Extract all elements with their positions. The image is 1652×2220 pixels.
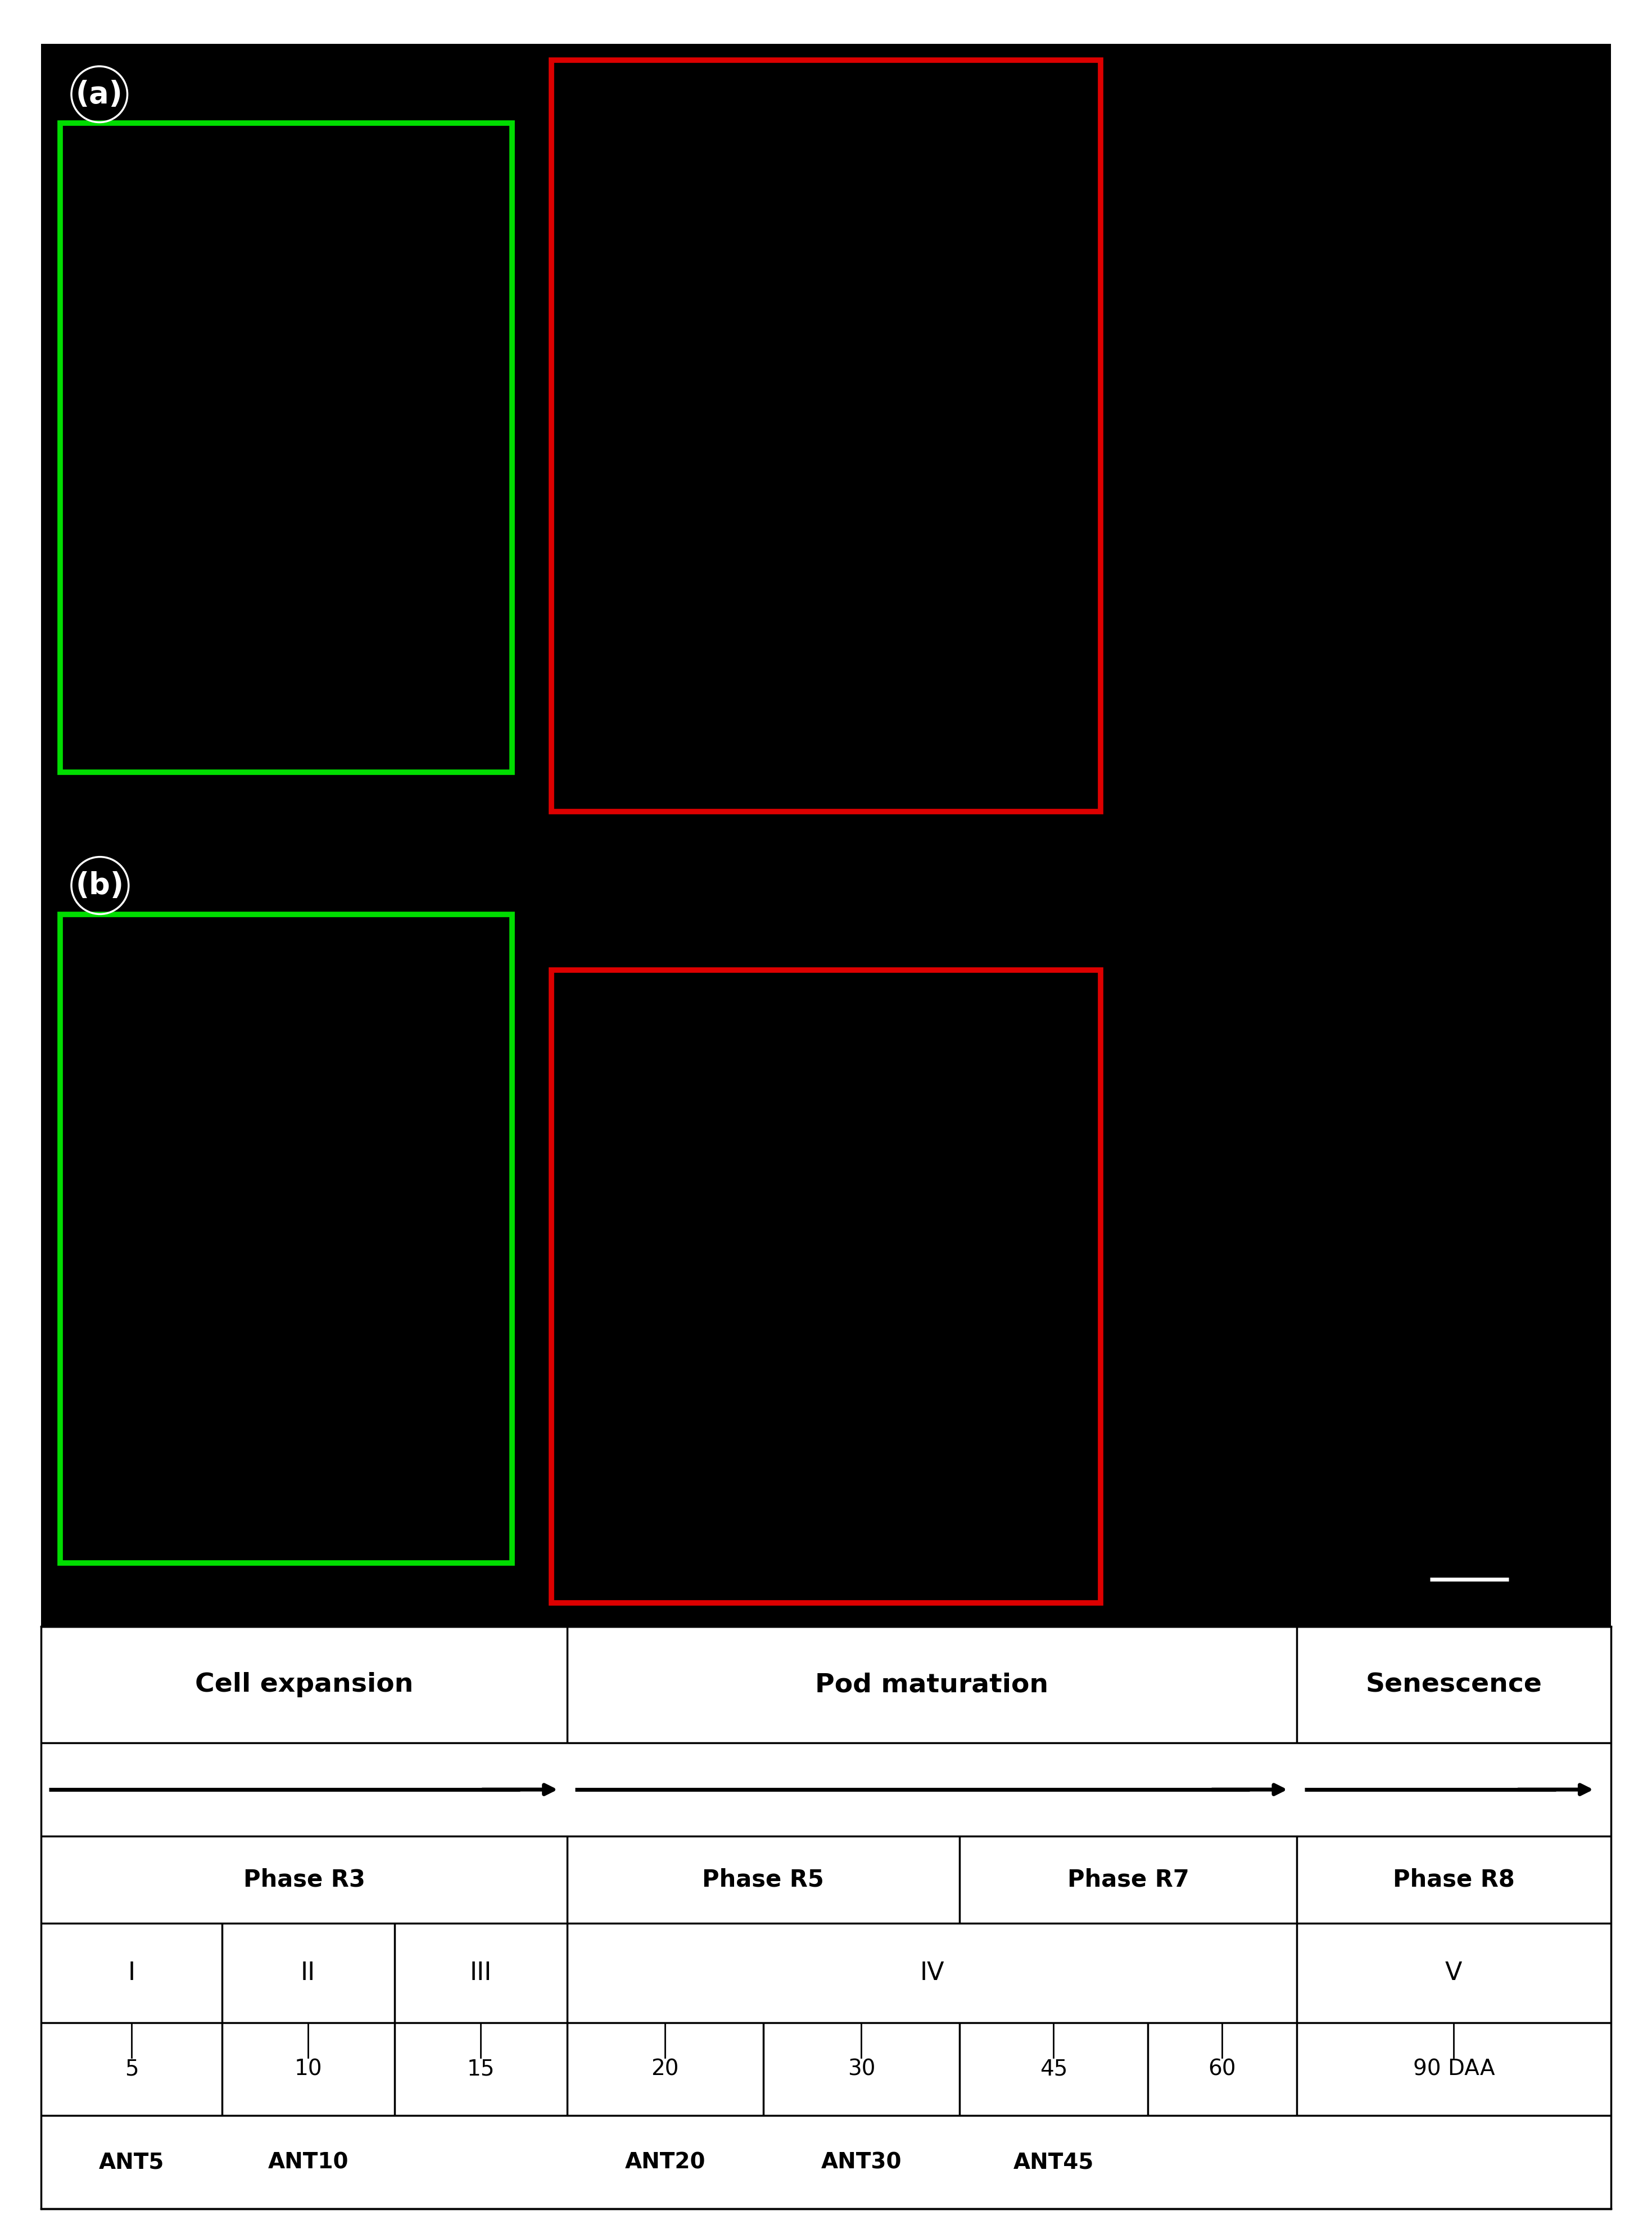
Text: Phase R3: Phase R3 (243, 1867, 365, 1891)
Text: (a): (a) (76, 80, 122, 109)
Text: 30: 30 (847, 2058, 876, 2080)
Text: (b): (b) (76, 870, 124, 899)
Text: Phase R8: Phase R8 (1393, 1867, 1515, 1891)
Text: IV: IV (920, 1960, 945, 1985)
Text: ANT10: ANT10 (268, 2151, 349, 2173)
Bar (552, 60, 1100, 813)
Text: II: II (301, 1960, 316, 1985)
Text: III: III (469, 1960, 492, 1985)
Text: Phase R5: Phase R5 (702, 1867, 824, 1891)
Text: ANT45: ANT45 (1013, 2151, 1094, 2173)
Text: Senescence: Senescence (1366, 1672, 1541, 1698)
Text: 5: 5 (124, 2058, 139, 2080)
Text: Cell expansion: Cell expansion (195, 1672, 413, 1698)
Text: 90 DAA: 90 DAA (1412, 2058, 1495, 2080)
Text: ANT20: ANT20 (624, 2151, 705, 2173)
Text: Pod maturation: Pod maturation (816, 1672, 1049, 1698)
Text: 60: 60 (1208, 2058, 1236, 2080)
Text: 20: 20 (651, 2058, 679, 2080)
Bar (59, 915, 512, 1563)
Bar (59, 122, 512, 773)
Text: 15: 15 (468, 2058, 494, 2080)
Text: I: I (127, 1960, 135, 1985)
Text: ANT30: ANT30 (821, 2151, 902, 2173)
Bar (552, 970, 1100, 1603)
Text: ANT5: ANT5 (99, 2151, 164, 2173)
Text: 45: 45 (1039, 2058, 1067, 2080)
Text: Phase R7: Phase R7 (1067, 1867, 1189, 1891)
Text: V: V (1446, 1960, 1462, 1985)
Text: 10: 10 (294, 2058, 322, 2080)
